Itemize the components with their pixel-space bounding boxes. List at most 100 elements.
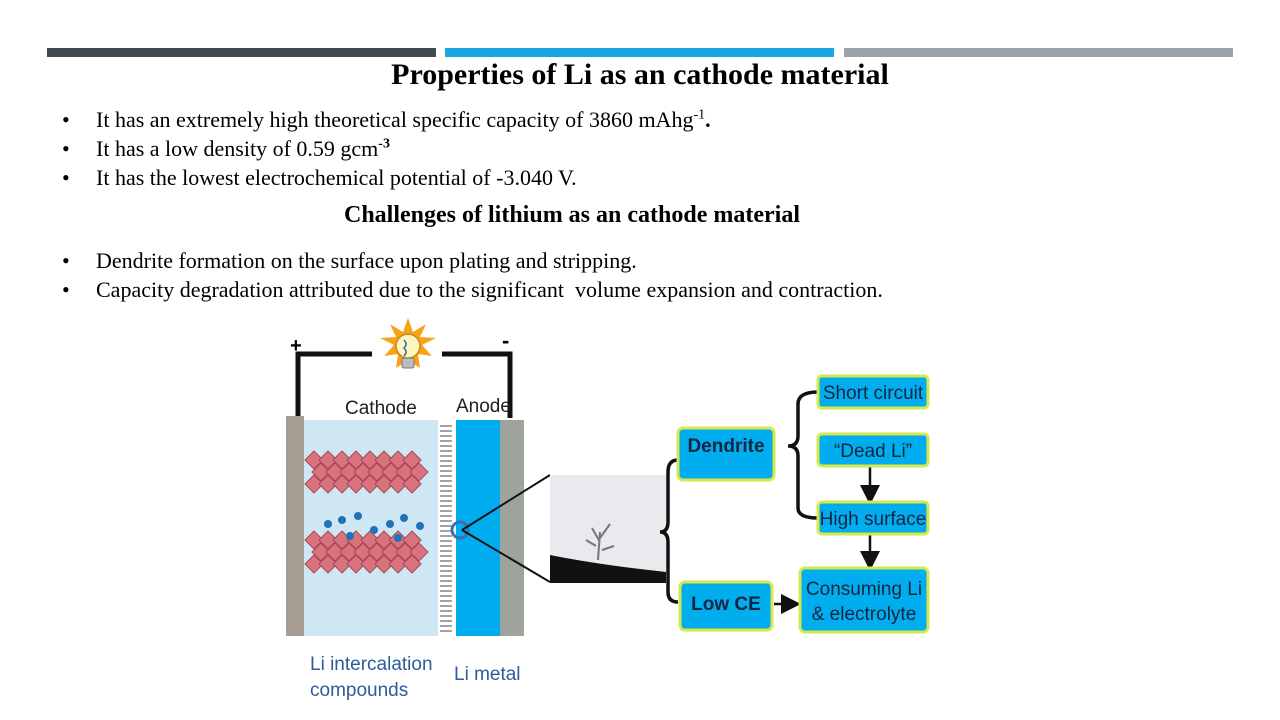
property-item: • It has a low density of 0.59 gcm-3 [62,136,390,161]
separator [438,420,454,636]
low-ce-box [678,580,774,632]
cathode-label: Cathode [345,398,417,419]
li-ions [324,512,424,542]
bullet-icon: • [62,277,70,302]
octahedron-unit [388,474,408,494]
li-ion [354,512,362,520]
high-surface-label: High surface [820,509,927,530]
li-intercalation-label: Li intercalation [310,654,433,675]
octahedron-unit [318,530,338,550]
minus-sign: - [502,328,509,353]
octahedron-unit [339,542,359,562]
octahedron-unit [353,462,373,482]
header-bar-blue [445,48,834,57]
octahedron-unit [402,474,422,494]
octahedron-unit [374,450,394,470]
bullet-icon: • [62,248,70,273]
octahedron-unit [360,450,380,470]
octahedron-unit [402,530,422,550]
octahedron-unit [318,450,338,470]
bullet-icon: • [62,136,70,161]
octahedron-unit [325,542,345,562]
octahedron-unit [388,450,408,470]
separator-lines [440,425,452,632]
octahedron-unit [353,542,373,562]
magnify-circle [450,520,470,540]
octahedron-unit [402,450,422,470]
li-ion [324,520,332,528]
li-metal-anode [456,420,500,636]
anode-label: Anode [456,396,511,417]
challenge-item: • Dendrite formation on the surface upon … [62,248,637,273]
octahedron-unit [395,542,415,562]
flow-arrows [774,464,880,614]
octahedron-unit [367,462,387,482]
li-ion [400,514,408,522]
dendrite-box [676,426,776,482]
octahedron-unit [332,474,352,494]
li-ion [370,526,378,534]
li-ion [416,522,424,530]
octahedron-unit [346,450,366,470]
bullet-icon: • [62,165,70,190]
octahedron-unit [374,554,394,574]
dendrite-label: Dendrite [687,436,764,457]
property-item: • It has the lowest electrochemical poten… [62,165,577,190]
octahedron-unit [332,450,352,470]
octahedron-unit [395,462,415,482]
octahedron-unit [311,462,331,482]
octahedron-unit [325,462,345,482]
challenges-list: • Dendrite formation on the surface upon … [62,246,883,304]
octahedron-unit [374,530,394,550]
intercalation-layers [304,450,429,574]
octahedron-unit [332,554,352,574]
octahedron-unit [318,474,338,494]
octahedron-unit [360,474,380,494]
short-circuit-label: Short circuit [823,383,924,404]
bullet-icon: • [62,107,70,132]
octahedron-unit [381,542,401,562]
li-ion [338,516,346,524]
challenges-title: Challenges of lithium as an cathode mate… [344,202,800,228]
li-ion [394,534,402,542]
octahedron-unit [304,450,324,470]
properties-list: • It has an extremely high theoretical sp… [62,105,711,192]
octahedron-unit [409,542,429,562]
octahedron-unit [360,530,380,550]
property-item: • It has an extremely high theoretical sp… [62,107,711,132]
dead-li-label: “Dead Li” [834,441,912,462]
battery-figure: + - Cathode Anode Li intercalatio [280,310,950,710]
consuming-label-2: & electrolyte [812,604,917,625]
circuit-wires [295,351,513,418]
octahedron-unit [360,554,380,574]
octahedron-unit [318,554,338,574]
high-surface-box [816,500,930,536]
li-metal-label: Li metal [454,664,521,685]
li-ion [346,532,354,540]
short-circuit-box [816,374,930,410]
flow-brackets [659,390,819,604]
octahedron-unit [346,554,366,574]
zoom-lines [461,474,551,583]
octahedron-unit [402,554,422,574]
octahedron-unit [388,554,408,574]
plus-sign: + [290,335,302,357]
light-bulb-icon [380,318,436,369]
challenge-item: • Capacity degradation attributed due to … [62,277,883,302]
octahedron-unit [367,542,387,562]
octahedron-unit [409,462,429,482]
dead-li-box [816,432,930,468]
li-ion [386,520,394,528]
slide-title: Properties of Li as an cathode material [391,58,889,91]
octahedron-unit [381,462,401,482]
consuming-box [798,566,930,634]
octahedron-unit [311,542,331,562]
octahedron-unit [346,474,366,494]
header-bar-dark [47,48,436,57]
consuming-label: Consuming Li [806,579,922,600]
octahedron-unit [339,462,359,482]
dendrite-micrograph [550,475,666,583]
octahedron-unit [304,530,324,550]
header-bar-gray [844,48,1233,57]
octahedron-unit [304,554,324,574]
